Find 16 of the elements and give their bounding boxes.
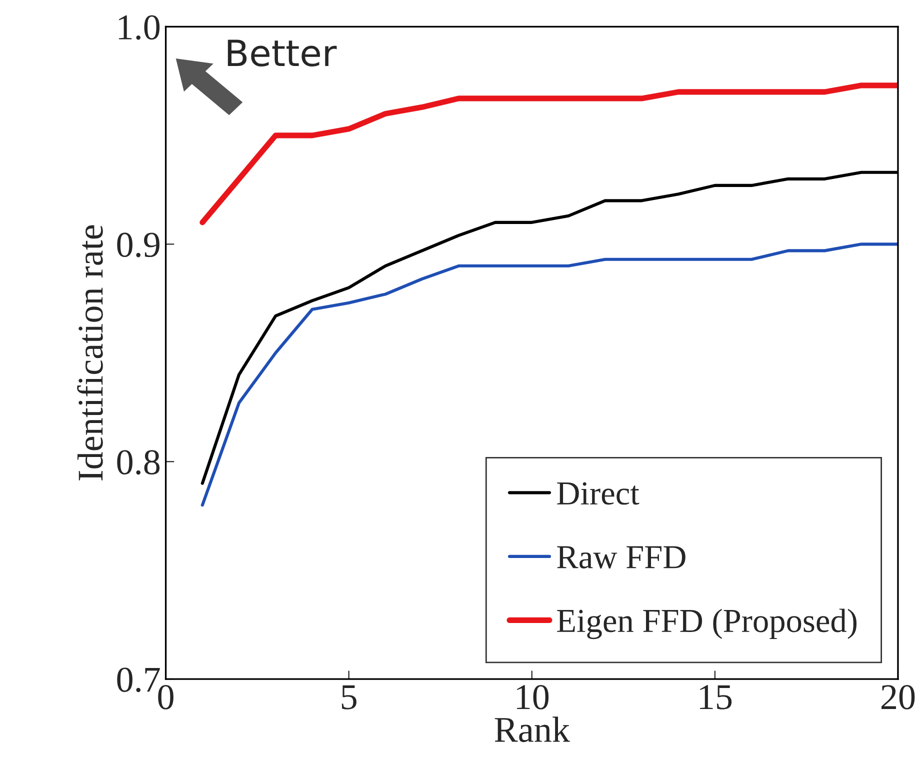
x-tick-label: 20 <box>882 684 915 710</box>
x-axis-title: Rank <box>494 716 570 742</box>
annotation: Better <box>228 40 337 67</box>
y-axis-title: Identification rate <box>77 225 103 480</box>
y-tick-label: 0.8 <box>117 450 160 475</box>
line-series <box>200 242 898 507</box>
legend-label: Raw FFD <box>557 546 686 568</box>
y-tick-label: 0.9 <box>117 232 160 258</box>
y-tick-label: 0.7 <box>117 668 160 692</box>
x-tick-label: 5 <box>342 685 356 710</box>
legend-label: Direct <box>557 482 640 505</box>
x-tick-label: 10 <box>517 684 549 710</box>
legend-label: Eigen FFD (Proposed) <box>557 608 857 640</box>
x-tick-label: 0 <box>158 684 174 710</box>
x-tick-label: 15 <box>700 685 732 710</box>
y-tick-label: 1.0 <box>118 15 160 40</box>
